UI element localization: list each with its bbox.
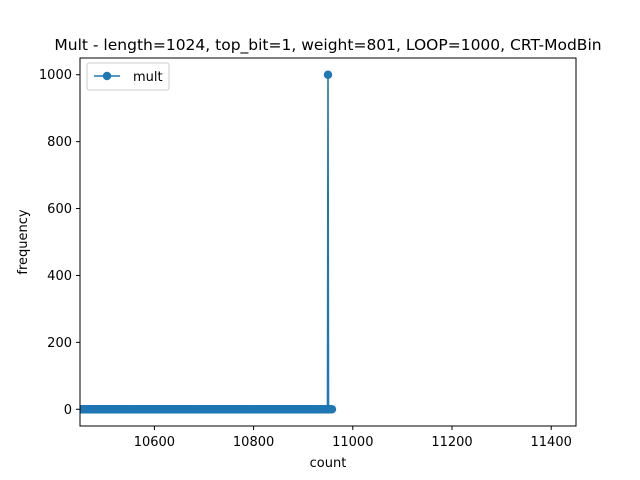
legend: mult <box>86 62 170 91</box>
legend-label-mult: mult <box>133 70 163 85</box>
y-tick-label-800: 800 <box>47 135 72 150</box>
legend-box <box>86 62 170 91</box>
y-axis: 0 200 400 600 800 1000 <box>39 68 80 418</box>
x-tick-label-11000: 11000 <box>332 435 373 450</box>
y-tick-label-600: 600 <box>47 202 72 217</box>
data-layer <box>80 70 337 414</box>
y-tick-label-400: 400 <box>47 269 72 284</box>
y-tick-label-0: 0 <box>64 403 72 418</box>
y-axis-label: frequency <box>16 209 31 275</box>
y-tick-label-1000: 1000 <box>39 68 72 83</box>
y-tick-label-200: 200 <box>47 336 72 351</box>
data-point-mult <box>323 70 333 79</box>
x-axis: 10600 10800 11000 11200 11400 <box>134 426 572 450</box>
x-axis-label: count <box>310 456 347 471</box>
legend-marker-mult <box>102 71 112 81</box>
x-tick-label-10800: 10800 <box>233 435 274 450</box>
x-tick-label-11400: 11400 <box>531 435 572 450</box>
plot-frame <box>79 57 577 427</box>
data-point-mult <box>327 405 337 414</box>
chart-title: Mult - length=1024, top_bit=1, weight=80… <box>54 36 601 55</box>
x-tick-label-10600: 10600 <box>134 435 175 450</box>
x-tick-label-11200: 11200 <box>431 435 472 450</box>
